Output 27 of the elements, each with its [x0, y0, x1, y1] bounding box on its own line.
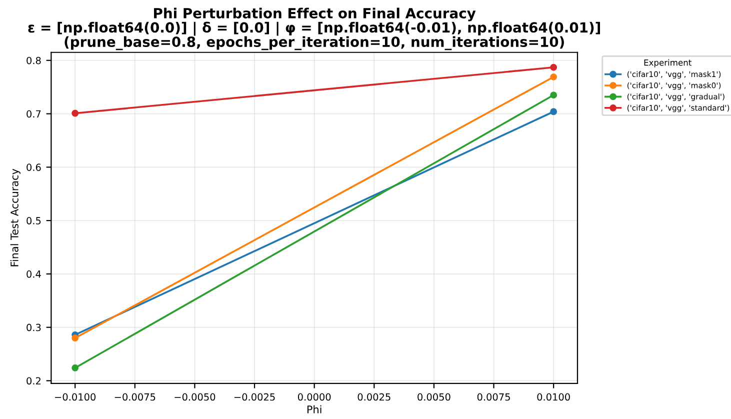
y-tick-label: 0.6: [26, 164, 41, 171]
point: [550, 73, 558, 80]
y-tick-label: 0.5: [26, 217, 41, 224]
x-tick-label: −0.0075: [114, 393, 156, 401]
y-tick-label: 0.3: [26, 324, 41, 332]
y-tick-label: 0.4: [26, 270, 41, 278]
y-axis-title: Final Test Accuracy: [10, 168, 20, 266]
x-tick-label: −0.0025: [234, 393, 275, 401]
y-tick-label: 0.8: [26, 56, 41, 64]
x-tick-label: −0.0100: [55, 393, 96, 401]
x-tick-label: −0.0050: [174, 393, 216, 401]
x-tick-label: 0.0050: [418, 393, 450, 401]
x-tick-label: 0.0000: [298, 393, 331, 401]
chart-title: Phi Perturbation Effect on Final Accuracy ε = [np.float64(0.0)] | δ = [0.0] | φ = [np.float64(-0.01), np.float64(0.01)] (prune_base=0.8, epochs_per_iteration=10, num_iterations=10): [28, 8, 600, 50]
y-tick-label: 0.7: [26, 110, 41, 118]
x-tick-label: 0.0025: [358, 393, 390, 401]
legend-title: Experiment: [644, 59, 692, 68]
point: [550, 64, 558, 71]
x-axis-title: Phi: [307, 405, 322, 414]
point: [72, 110, 79, 117]
x-tick-label: 0.0100: [537, 393, 570, 401]
point: [550, 92, 558, 99]
point: [72, 364, 79, 372]
x-tick-label: 0.0075: [477, 393, 510, 401]
point: [72, 334, 79, 342]
point: [550, 108, 558, 116]
y-tick-label: 0.2: [26, 377, 40, 385]
